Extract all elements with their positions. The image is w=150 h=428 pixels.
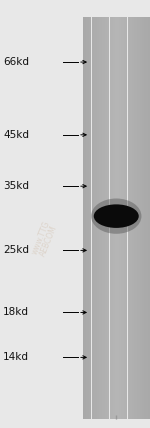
Text: www.TTG
AEBCOM: www.TTG AEBCOM <box>30 220 60 259</box>
Bar <box>95 17 96 419</box>
Bar <box>140 17 141 419</box>
Bar <box>88 17 89 419</box>
Bar <box>129 17 130 419</box>
Text: 14kd: 14kd <box>3 352 29 363</box>
Bar <box>104 17 105 419</box>
Bar <box>118 17 120 419</box>
Text: 66kd: 66kd <box>3 57 29 67</box>
Bar <box>102 17 103 419</box>
Bar <box>147 17 148 419</box>
Bar <box>110 17 111 419</box>
Bar <box>136 17 138 419</box>
Bar <box>114 17 115 419</box>
Bar <box>94 17 95 419</box>
Bar <box>103 17 104 419</box>
Bar <box>99 17 100 419</box>
Text: 45kd: 45kd <box>3 130 29 140</box>
Bar <box>146 17 147 419</box>
Bar <box>116 17 117 419</box>
Bar <box>96 17 97 419</box>
Bar <box>132 17 133 419</box>
Bar <box>107 17 108 419</box>
Ellipse shape <box>91 199 141 234</box>
Bar <box>123 17 124 419</box>
Bar <box>106 17 107 419</box>
Bar <box>124 17 125 419</box>
Bar <box>100 17 102 419</box>
Bar <box>92 17 93 419</box>
Bar <box>111 17 112 419</box>
Bar <box>135 17 137 419</box>
Bar <box>97 17 98 419</box>
Bar <box>128 17 129 419</box>
Bar <box>121 17 122 419</box>
Bar <box>141 17 142 419</box>
Bar <box>149 17 150 419</box>
Bar <box>86 17 87 419</box>
Bar <box>84 17 85 419</box>
Bar <box>120 17 121 419</box>
Bar <box>105 17 106 419</box>
Bar <box>142 17 143 419</box>
Bar <box>117 17 118 419</box>
Bar <box>144 17 145 419</box>
Bar <box>90 17 92 419</box>
Text: 35kd: 35kd <box>3 181 29 191</box>
Bar <box>139 17 140 419</box>
Bar <box>133 17 134 419</box>
Text: 25kd: 25kd <box>3 245 29 256</box>
Bar <box>131 17 132 419</box>
Bar <box>143 17 144 419</box>
Bar <box>93 17 94 419</box>
Bar <box>148 17 149 419</box>
Text: 18kd: 18kd <box>3 307 29 318</box>
Bar <box>108 17 110 419</box>
Bar <box>112 17 113 419</box>
Ellipse shape <box>94 205 139 228</box>
Bar <box>115 17 116 419</box>
Bar <box>125 17 126 419</box>
Bar <box>89 17 90 419</box>
Bar <box>85 17 86 419</box>
Bar <box>138 17 139 419</box>
Bar <box>98 17 99 419</box>
Bar <box>126 17 128 419</box>
Bar <box>87 17 88 419</box>
Bar <box>82 17 84 419</box>
Bar <box>0 0 82 428</box>
Bar <box>134 17 135 419</box>
Bar <box>113 17 114 419</box>
Bar <box>130 17 131 419</box>
Bar <box>122 17 123 419</box>
